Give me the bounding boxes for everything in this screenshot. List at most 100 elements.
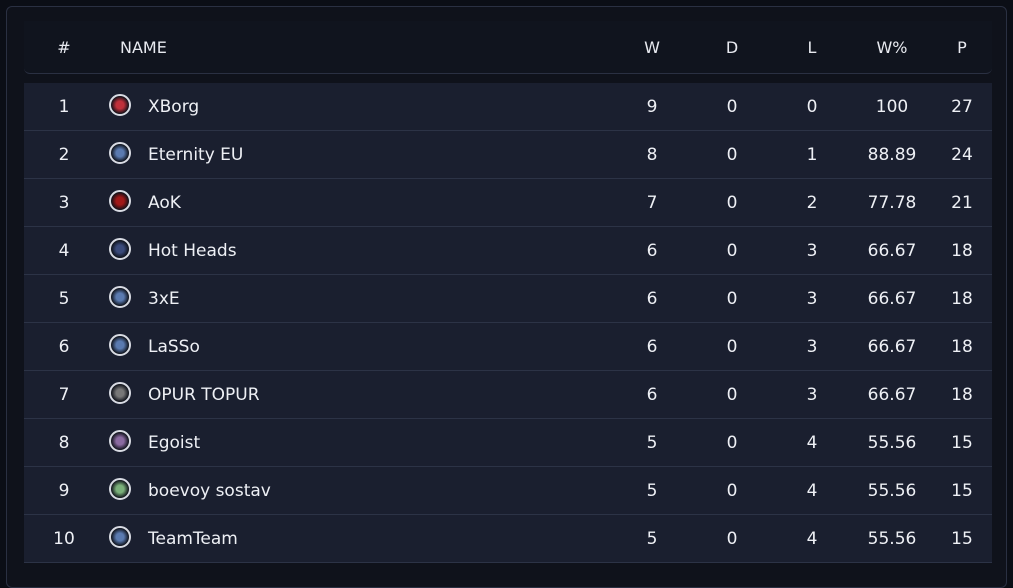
table-row: 4 Hot Heads 6 0 3 66.67 18 xyxy=(24,227,992,275)
team-name: LaSSo xyxy=(148,336,200,357)
points: 18 xyxy=(951,336,973,357)
points: 18 xyxy=(951,240,973,261)
draws: 0 xyxy=(726,288,738,309)
team-logo xyxy=(109,142,131,164)
points: 18 xyxy=(951,384,973,405)
draws: 0 xyxy=(726,96,738,117)
rank: 1 xyxy=(58,96,70,117)
rank: 7 xyxy=(58,384,70,405)
win-percent: 66.67 xyxy=(867,336,917,357)
wins: 8 xyxy=(646,144,658,165)
header-cell: D xyxy=(725,37,739,57)
team-name: boevoy sostav xyxy=(148,480,271,501)
team-logo xyxy=(109,526,131,548)
wins: 5 xyxy=(646,480,658,501)
team-name: OPUR TOPUR xyxy=(148,384,260,405)
team-logo xyxy=(109,382,131,404)
header-cell: NAME xyxy=(120,37,167,57)
wins: 6 xyxy=(646,288,658,309)
rank: 4 xyxy=(58,240,70,261)
table-row: 3 AoK 7 0 2 77.78 21 xyxy=(24,179,992,227)
table-row: 8 Egoist 5 0 4 55.56 15 xyxy=(24,419,992,467)
points: 15 xyxy=(951,528,973,549)
points: 18 xyxy=(951,288,973,309)
losses: 4 xyxy=(806,528,818,549)
team-logo xyxy=(109,478,131,500)
rank: 3 xyxy=(58,192,70,213)
losses: 3 xyxy=(806,288,818,309)
win-percent: 66.67 xyxy=(867,384,917,405)
losses: 4 xyxy=(806,480,818,501)
draws: 0 xyxy=(726,192,738,213)
win-percent: 77.78 xyxy=(867,192,917,213)
losses: 3 xyxy=(806,336,818,357)
team-logo xyxy=(109,238,131,260)
losses: 1 xyxy=(806,144,818,165)
win-percent: 55.56 xyxy=(867,432,917,453)
standings-panel: # NAME W D L W% P 1 XBorg 9 0 0 100 27 2 Eternity EU 8 0… xyxy=(6,6,1007,588)
team-name: 3xE xyxy=(148,288,180,309)
points: 24 xyxy=(951,144,973,165)
rank: 6 xyxy=(58,336,70,357)
header-cell: # xyxy=(57,37,71,57)
draws: 0 xyxy=(726,480,738,501)
wins: 6 xyxy=(646,240,658,261)
losses: 3 xyxy=(806,240,818,261)
table-row: 2 Eternity EU 8 0 1 88.89 24 xyxy=(24,131,992,179)
win-percent: 55.56 xyxy=(867,528,917,549)
points: 15 xyxy=(951,480,973,501)
team-logo xyxy=(109,430,131,452)
draws: 0 xyxy=(726,144,738,165)
header-cell: P xyxy=(957,37,967,57)
draws: 0 xyxy=(726,432,738,453)
page: # NAME W D L W% P 1 XBorg 9 0 0 100 27 2 Eternity EU 8 0… xyxy=(6,6,1007,588)
table-header: # NAME W D L W% P xyxy=(24,21,992,74)
team-name: Egoist xyxy=(148,432,201,453)
header-cell: W% xyxy=(876,37,908,57)
table-row: 6 LaSSo 6 0 3 66.67 18 xyxy=(24,323,992,371)
draws: 0 xyxy=(726,384,738,405)
losses: 3 xyxy=(806,384,818,405)
table-row: 10 TeamTeam 5 0 4 55.56 15 xyxy=(24,515,992,563)
win-percent: 66.67 xyxy=(867,240,917,261)
losses: 4 xyxy=(806,432,818,453)
table-row: 9 boevoy sostav 5 0 4 55.56 15 xyxy=(24,467,992,515)
wins: 5 xyxy=(646,432,658,453)
win-percent: 55.56 xyxy=(867,480,917,501)
wins: 9 xyxy=(646,96,658,117)
table-row: 1 XBorg 9 0 0 100 27 xyxy=(24,83,992,131)
wins: 5 xyxy=(646,528,658,549)
team-logo xyxy=(109,286,131,308)
team-name: Eternity EU xyxy=(148,144,244,165)
rank: 9 xyxy=(58,480,70,501)
win-percent: 100 xyxy=(875,96,909,117)
draws: 0 xyxy=(726,336,738,357)
losses: 0 xyxy=(806,96,818,117)
draws: 0 xyxy=(726,528,738,549)
team-logo xyxy=(109,334,131,356)
wins: 7 xyxy=(646,192,658,213)
team-name: TeamTeam xyxy=(148,528,238,549)
win-percent: 66.67 xyxy=(867,288,917,309)
points: 27 xyxy=(951,96,973,117)
win-percent: 88.89 xyxy=(867,144,917,165)
team-logo xyxy=(109,94,131,116)
header-cell: W xyxy=(644,37,660,57)
losses: 2 xyxy=(806,192,818,213)
table-row: 5 3xE 6 0 3 66.67 18 xyxy=(24,275,992,323)
points: 21 xyxy=(951,192,973,213)
team-name: Hot Heads xyxy=(148,240,237,261)
draws: 0 xyxy=(726,240,738,261)
table-row: 7 OPUR TOPUR 6 0 3 66.67 18 xyxy=(24,371,992,419)
team-logo xyxy=(109,190,131,212)
rank: 2 xyxy=(58,144,70,165)
team-name: XBorg xyxy=(148,96,200,117)
rank: 10 xyxy=(53,528,75,549)
rank: 5 xyxy=(58,288,70,309)
wins: 6 xyxy=(646,336,658,357)
header-cell: L xyxy=(807,37,817,57)
points: 15 xyxy=(951,432,973,453)
rank: 8 xyxy=(58,432,70,453)
wins: 6 xyxy=(646,384,658,405)
team-name: AoK xyxy=(148,192,181,213)
